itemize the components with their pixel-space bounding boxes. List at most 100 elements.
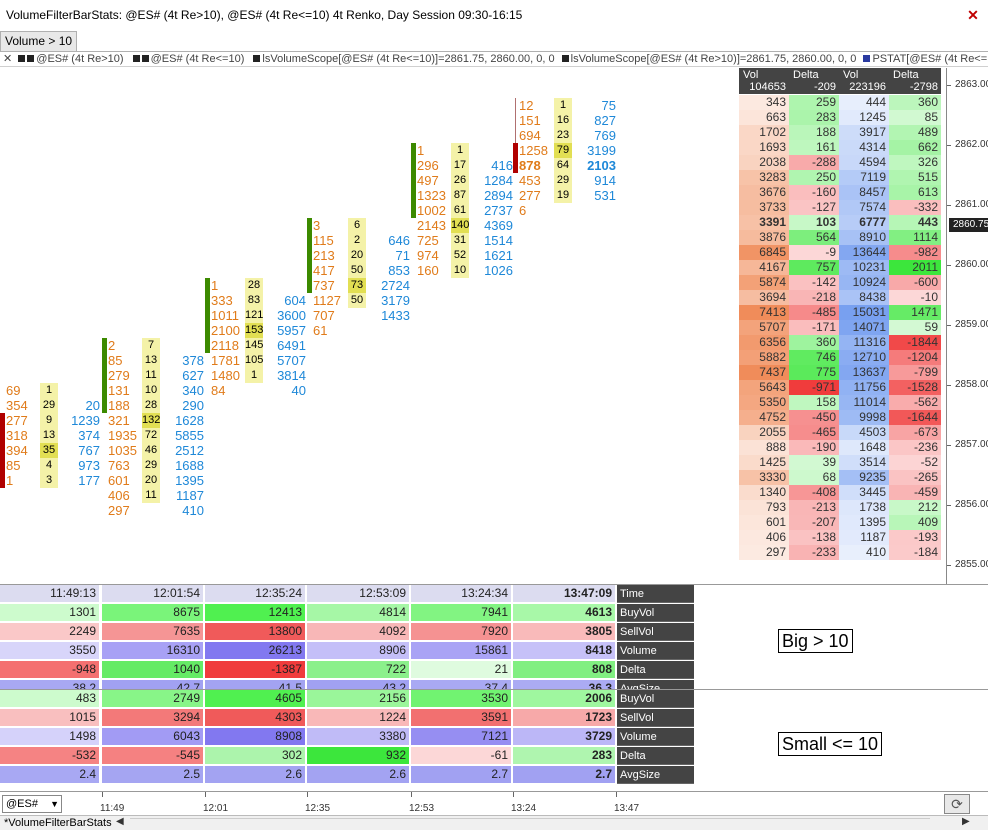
study-item[interactable]: lsVolumeScope[@ES# (4t Re<=10)]=2861.75,… bbox=[253, 52, 555, 66]
total-volume-cell: 79 bbox=[554, 143, 572, 158]
vp-delta-big-cell: -142 bbox=[789, 275, 839, 290]
stats-row: -948 1040 -1387 722 21 808 Delta bbox=[0, 661, 694, 679]
vp-total-delta-big: -209 bbox=[813, 81, 836, 93]
volume-profile-row: 3283 250 7119 515 bbox=[739, 170, 941, 185]
vp-vol-small-cell: 1648 bbox=[839, 440, 889, 455]
total-volume-cell: 72 bbox=[142, 428, 160, 443]
vp-vol-big-cell: 1693 bbox=[739, 140, 789, 155]
total-volume-cell: 13 bbox=[142, 353, 160, 368]
vp-vol-big-cell: 5874 bbox=[739, 275, 789, 290]
bid-volume-cell: 297 bbox=[108, 503, 130, 518]
bid-volume-cell: 85 bbox=[108, 353, 123, 368]
total-volume-cell: 10 bbox=[451, 263, 469, 278]
ask-volume-cell: 1433 bbox=[381, 308, 410, 323]
ask-volume-cell: 1239 bbox=[71, 413, 100, 428]
close-window-button[interactable]: ✕ bbox=[967, 7, 979, 23]
vp-delta-small-cell: -236 bbox=[889, 440, 941, 455]
study-item[interactable]: PSTAT[@ES# (4t Re<= bbox=[863, 52, 987, 66]
total-volume-cell: 3 bbox=[40, 473, 58, 488]
tab-divider bbox=[0, 51, 988, 52]
ask-volume-cell: 3199 bbox=[587, 143, 616, 158]
bid-volume-cell: 2 bbox=[108, 338, 116, 353]
volume-profile-row: 1693 161 4314 662 bbox=[739, 140, 941, 155]
stats-cell: 2249 bbox=[0, 623, 100, 640]
stats-cell: 15861 bbox=[411, 642, 512, 659]
stats-cell: 2.7 bbox=[411, 766, 512, 783]
chart-area[interactable]: 69 354 277 318 394 85 1 1 29 9 13 35 4 3 20 1239 374 767 9… bbox=[0, 68, 988, 585]
volume-profile-row: 7437 775 13637 -799 bbox=[739, 365, 941, 380]
ask-volume-cell: 1621 bbox=[484, 248, 513, 263]
vp-delta-small-cell: -459 bbox=[889, 485, 941, 500]
stats-cell: 8675 bbox=[102, 604, 204, 621]
vp-delta-big-cell: -171 bbox=[789, 320, 839, 335]
vp-delta-big-cell: 283 bbox=[789, 110, 839, 125]
stats-cell: 1301 bbox=[0, 604, 100, 621]
scroll-right-icon[interactable]: ▶ bbox=[962, 816, 970, 827]
total-volume-cell: 1 bbox=[40, 383, 58, 398]
stats-cell: 12:35:24 bbox=[205, 585, 306, 602]
price-axis[interactable]: 2860.75 2863.00 2862.00 2861.00 2860.00 2859… bbox=[946, 68, 988, 585]
bid-volume-cell: 1 bbox=[6, 473, 14, 488]
tab-volume-filter[interactable]: Volume > 10 bbox=[0, 31, 78, 51]
price-tick bbox=[947, 385, 951, 386]
renko-bar-body bbox=[102, 338, 107, 413]
volume-profile-row: 5643 -971 11756 -1528 bbox=[739, 380, 941, 395]
ask-volume-cell: 5707 bbox=[277, 353, 306, 368]
vp-vol-small-cell: 6777 bbox=[839, 215, 889, 230]
vp-delta-big-cell: -408 bbox=[789, 485, 839, 500]
instrument-item[interactable]: @ES# (4t Re<=10) bbox=[132, 52, 244, 66]
horizontal-scrollbar[interactable] bbox=[130, 818, 930, 828]
stats-cell: 722 bbox=[307, 661, 410, 678]
instruments-bar: ✕ @ES# (4t Re>10) @ES# (4t Re<=10) lsVol… bbox=[0, 52, 988, 67]
total-volume-cell: 145 bbox=[245, 338, 264, 353]
bid-volume-cell: 2118 bbox=[211, 338, 239, 353]
stats-row-label: Volume bbox=[617, 728, 694, 746]
volume-profile-row: 343 259 444 360 bbox=[739, 95, 941, 110]
series-square-icon bbox=[863, 55, 871, 62]
price-tick-label: 2861.00 bbox=[955, 199, 988, 210]
total-volume-cell: 64 bbox=[554, 158, 572, 173]
total-volume-cell: 105 bbox=[245, 353, 264, 368]
instrument-item[interactable]: @ES# (4t Re>10) bbox=[18, 52, 124, 66]
time-tick bbox=[411, 792, 412, 797]
vp-vol-big-cell: 2038 bbox=[739, 155, 789, 170]
stats-cell: 26213 bbox=[205, 642, 306, 659]
stats-row-label: BuyVol bbox=[617, 604, 694, 622]
vp-delta-big-cell: -190 bbox=[789, 440, 839, 455]
bid-volume-cell: 1011 bbox=[211, 308, 239, 323]
stats-row-label: BuyVol bbox=[617, 690, 694, 708]
symbol-dropdown[interactable]: @ES# ▼ bbox=[2, 795, 62, 813]
tab-scroll-left-icon[interactable]: ◀ bbox=[116, 816, 124, 827]
time-tick-label: 11:49 bbox=[100, 803, 125, 814]
ask-volume-cell: 604 bbox=[284, 293, 306, 308]
total-volume-cell: 29 bbox=[142, 458, 160, 473]
bid-volume-cell: 2100 bbox=[211, 323, 240, 338]
bid-volume-cell: 878 bbox=[519, 158, 541, 173]
ask-volume-cell: 2737 bbox=[484, 203, 513, 218]
stats-cell: 283 bbox=[513, 747, 616, 764]
stats-cell: 8908 bbox=[205, 728, 306, 745]
renko-bar-body bbox=[513, 143, 518, 173]
stats-cell: 11:49:13 bbox=[0, 585, 100, 602]
volume-profile-row: 297 -233 410 -184 bbox=[739, 545, 941, 560]
stats-cell: 8906 bbox=[307, 642, 410, 659]
vp-delta-big-cell: -218 bbox=[789, 290, 839, 305]
bid-volume-cell: 6 bbox=[519, 203, 527, 218]
vp-delta-big-cell: 161 bbox=[789, 140, 839, 155]
stats-cell: 932 bbox=[307, 747, 410, 764]
refresh-button[interactable]: ⟳ bbox=[944, 794, 970, 814]
price-tick-label: 2859.00 bbox=[955, 319, 988, 330]
vp-vol-small-cell: 12710 bbox=[839, 350, 889, 365]
stats-cell: 8418 bbox=[513, 642, 616, 659]
vp-vol-big-cell: 7437 bbox=[739, 365, 789, 380]
total-volume-cell: 140 bbox=[451, 218, 470, 233]
renko-bar-body bbox=[307, 218, 312, 293]
sheet-tab[interactable]: *VolumeFilterBarStats bbox=[4, 817, 112, 829]
bid-volume-cell: 279 bbox=[108, 368, 130, 383]
study-item[interactable]: lsVolumeScope[@ES# (4t Re>10)]=2861.75, … bbox=[561, 52, 856, 66]
stats-row-label: Volume bbox=[617, 642, 694, 660]
stats-cell: 2.6 bbox=[307, 766, 410, 783]
strip-close-icon[interactable]: ✕ bbox=[3, 53, 13, 65]
bid-volume-cell: 1480 bbox=[211, 368, 240, 383]
vp-vol-small-cell: 410 bbox=[839, 545, 889, 560]
